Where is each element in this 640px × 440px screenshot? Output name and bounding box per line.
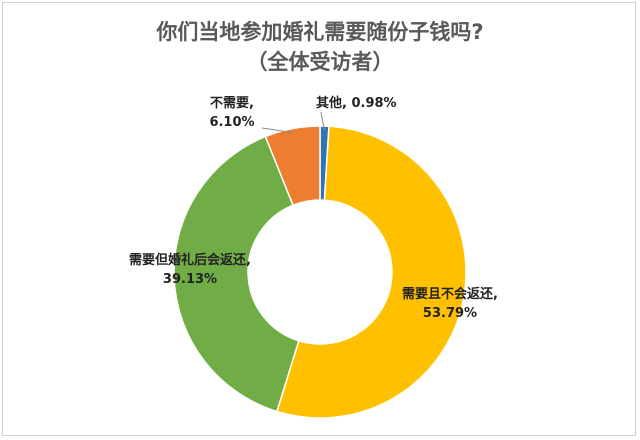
chart-frame [2, 2, 636, 436]
donut-slices [173, 125, 467, 419]
chart-title: 你们当地参加婚礼需要随份子钱吗? [156, 20, 484, 44]
slice-not-needed [264, 125, 321, 207]
slice-label-name-pay-returned: 需要但婚礼后会返还, [129, 252, 251, 268]
slice-pay-no-return [275, 125, 467, 419]
slice-label-name-not-needed: 不需要, [210, 96, 254, 111]
slice-label-value-pay-returned: 39.13% [163, 272, 217, 287]
slice-labels: 其他, 0.98% 需要且不会返还, 53.79% 需要但婚礼后会返还, 39.13% 不… [129, 95, 498, 321]
chart-subtitle: （全体受访者） [246, 50, 394, 74]
leader-line-other [320, 111, 325, 131]
slice-pay-returned [173, 135, 300, 413]
leader-lines [261, 111, 325, 134]
slice-label-name-pay-no-return: 需要且不会返还, [402, 286, 498, 302]
slice-label-other: 其他, 0.98% [316, 95, 397, 111]
slice-label-value-pay-no-return: 53.79% [423, 306, 477, 321]
slice-label-value-not-needed: 6.10% [209, 115, 254, 130]
leader-line-not-needed [261, 127, 294, 134]
